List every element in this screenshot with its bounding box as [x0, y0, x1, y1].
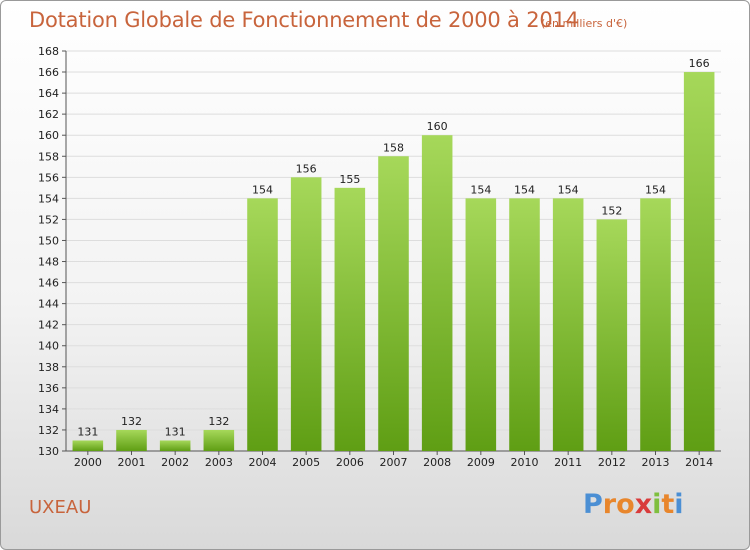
x-tick-label: 2006	[336, 456, 364, 469]
chart-title: Dotation Globale de Fonctionnement de 20…	[29, 8, 579, 32]
y-tick-label: 164	[38, 87, 59, 100]
x-tick-label: 2008	[423, 456, 451, 469]
x-tick-label: 2000	[74, 456, 102, 469]
logo-letter: P	[583, 489, 603, 520]
bar	[334, 187, 366, 451]
logo-letter: i	[674, 489, 684, 520]
y-tick-label: 154	[38, 192, 59, 205]
bar-value-label: 158	[383, 141, 404, 154]
proxiti-logo: Proxiti	[583, 489, 684, 520]
x-tick-label: 2011	[554, 456, 582, 469]
bar	[596, 219, 628, 451]
bar-value-label: 152	[601, 204, 622, 217]
bar-value-label: 132	[121, 415, 142, 428]
bar-value-label: 154	[252, 183, 273, 196]
bar-value-label: 166	[689, 57, 710, 70]
bar-value-label: 132	[208, 415, 229, 428]
bar-value-label: 131	[165, 425, 186, 438]
y-tick-label: 142	[38, 319, 59, 332]
bar	[509, 198, 540, 451]
bar	[247, 198, 278, 451]
bar	[290, 177, 322, 451]
logo-letter: x	[634, 489, 653, 520]
bar	[203, 429, 235, 451]
logo-letter: o	[616, 489, 635, 520]
bar-value-label: 156	[296, 162, 317, 175]
commune-name: UXEAU	[29, 497, 92, 518]
x-tick-label: 2010	[511, 456, 539, 469]
y-tick-label: 152	[38, 213, 59, 226]
x-tick-label: 2012	[598, 456, 626, 469]
bar	[421, 135, 453, 452]
bar-value-label: 155	[339, 173, 360, 186]
chart-subtitle: (en milliers d'€)	[541, 17, 628, 30]
bar-value-label: 154	[470, 183, 491, 196]
bar-value-label: 131	[77, 425, 98, 438]
bar	[378, 156, 409, 451]
bar-value-label: 154	[645, 183, 666, 196]
y-tick-label: 138	[38, 361, 59, 374]
bar	[552, 198, 584, 451]
logo-letter: t	[661, 489, 675, 520]
y-tick-label: 168	[38, 45, 59, 58]
y-tick-label: 160	[38, 129, 59, 142]
y-tick-label: 156	[38, 171, 59, 184]
y-tick-label: 136	[38, 382, 59, 395]
bar	[72, 440, 104, 451]
y-tick-label: 130	[38, 445, 59, 458]
y-tick-label: 148	[38, 256, 59, 269]
bar-value-label: 154	[558, 183, 579, 196]
x-tick-label: 2004	[249, 456, 277, 469]
bar	[683, 72, 715, 451]
x-tick-label: 2014	[685, 456, 713, 469]
y-tick-label: 140	[38, 340, 59, 353]
y-tick-label: 162	[38, 108, 59, 121]
y-tick-label: 134	[38, 403, 59, 416]
y-tick-label: 144	[38, 298, 59, 311]
bar	[640, 198, 671, 451]
x-tick-label: 2009	[467, 456, 495, 469]
logo-letter: r	[602, 489, 617, 520]
x-tick-label: 2001	[118, 456, 146, 469]
bar-value-label: 160	[427, 120, 448, 133]
bar	[465, 198, 497, 451]
y-tick-label: 150	[38, 234, 59, 247]
bar	[116, 429, 147, 451]
x-tick-label: 2002	[161, 456, 189, 469]
y-tick-label: 166	[38, 66, 59, 79]
x-tick-label: 2007	[380, 456, 408, 469]
x-tick-label: 2013	[642, 456, 670, 469]
x-tick-label: 2003	[205, 456, 233, 469]
bar	[159, 440, 191, 451]
y-tick-label: 146	[38, 277, 59, 290]
y-tick-label: 132	[38, 424, 59, 437]
bar-value-label: 154	[514, 183, 535, 196]
y-tick-label: 158	[38, 150, 59, 163]
x-tick-label: 2005	[292, 456, 320, 469]
logo-letter: i	[652, 489, 662, 520]
